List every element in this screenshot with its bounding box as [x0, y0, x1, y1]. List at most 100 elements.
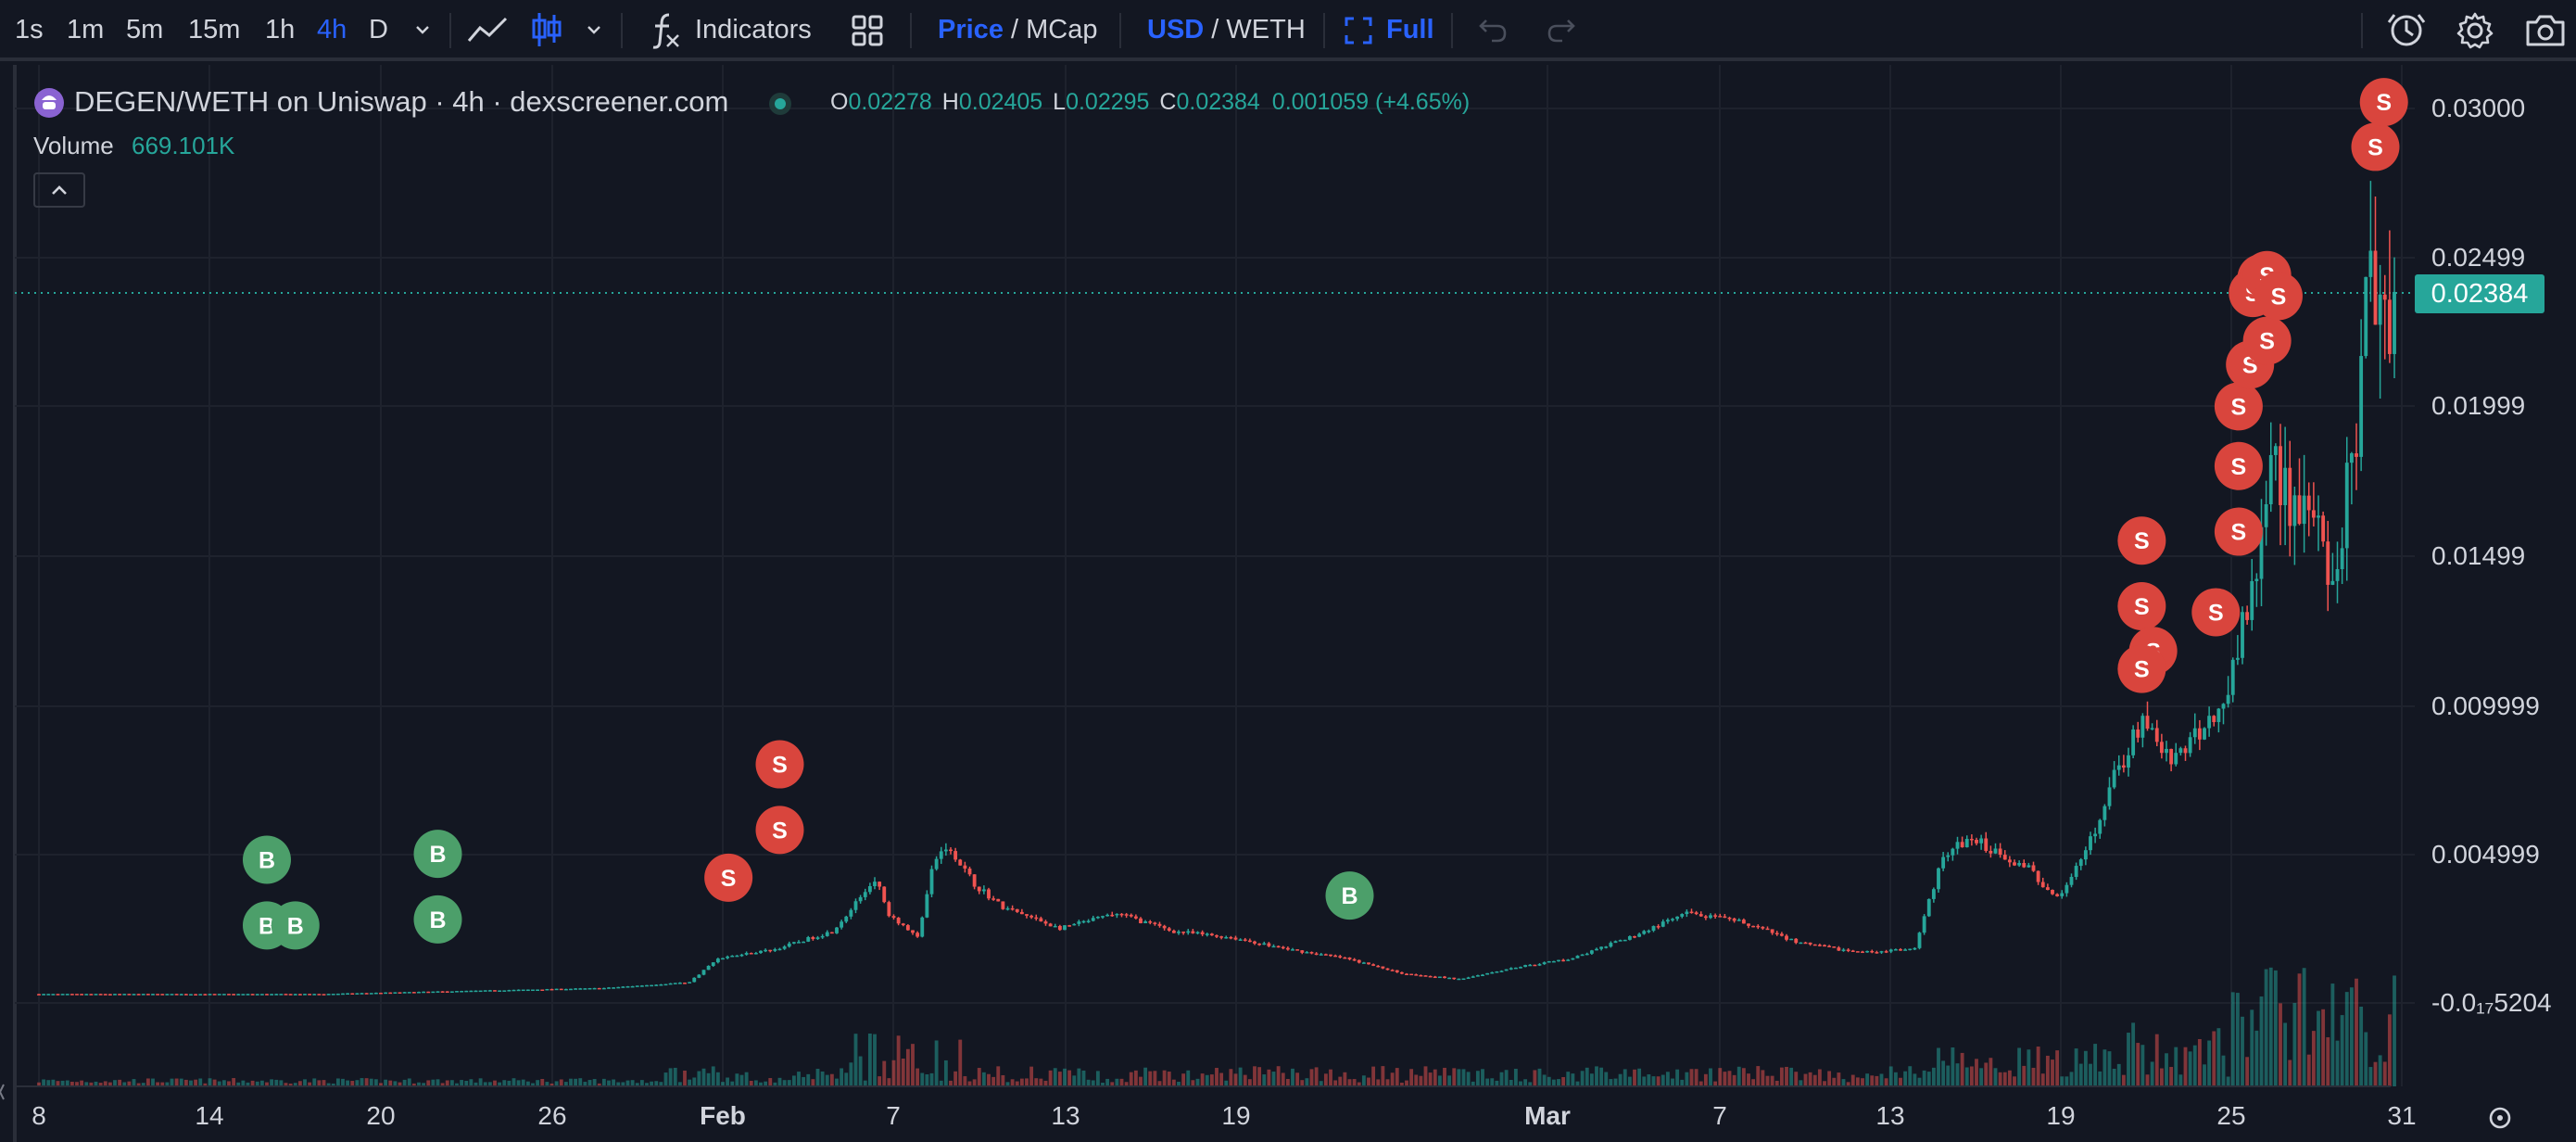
candle-body	[1200, 932, 1205, 934]
sell-marker[interactable]: S	[755, 806, 804, 855]
candle	[559, 988, 563, 991]
candle	[426, 991, 431, 994]
weth-option[interactable]: WETH	[1226, 15, 1306, 44]
buy-marker[interactable]: B	[413, 895, 462, 944]
volume-bar	[2268, 967, 2273, 1086]
candle-body	[2074, 866, 2078, 878]
interval-4h[interactable]: 4h	[317, 15, 347, 44]
sell-marker[interactable]: S	[2117, 516, 2166, 565]
candlestick-series	[37, 181, 2396, 996]
candle	[2107, 777, 2112, 810]
buy-marker[interactable]: B	[413, 830, 462, 879]
candle	[521, 989, 525, 992]
candle-body	[288, 994, 293, 996]
candle	[1338, 955, 1343, 958]
candle	[42, 994, 46, 996]
sell-marker[interactable]: S	[2214, 507, 2263, 556]
candle-body	[1922, 916, 1926, 933]
volume-bar	[1001, 1074, 1005, 1086]
buy-marker[interactable]: B	[1325, 871, 1374, 920]
candle	[1343, 957, 1347, 959]
price-mcap-toggle[interactable]: Price / MCap	[938, 0, 1098, 59]
candle	[735, 955, 739, 958]
candle	[2165, 741, 2168, 762]
interval-15m[interactable]: 15m	[188, 15, 241, 44]
interval-1s[interactable]: 1s	[15, 15, 44, 44]
sell-marker[interactable]: S	[2117, 582, 2166, 631]
candle-body	[2254, 578, 2259, 581]
sell-marker[interactable]: S	[2351, 122, 2400, 171]
sell-marker[interactable]: S	[704, 853, 753, 902]
alert-clock-icon[interactable]	[2387, 11, 2426, 50]
sell-marker[interactable]: S	[2214, 382, 2263, 431]
mcap-option[interactable]: MCap	[1026, 15, 1098, 44]
sell-marker[interactable]: S	[2254, 272, 2303, 321]
toolbar-divider	[621, 13, 623, 48]
chart-type-chevron-down-icon[interactable]	[585, 20, 603, 39]
function-icon[interactable]	[650, 11, 682, 50]
scroll-left-chevron-icon[interactable]	[0, 1084, 5, 1100]
volume-bar	[2221, 1055, 2226, 1086]
candle	[1975, 837, 1978, 845]
candle-body	[1329, 954, 1332, 957]
candle-body	[1081, 920, 1086, 923]
y-tick-label: 0.009999	[2431, 692, 2540, 720]
sell-marker[interactable]: S	[2191, 588, 2241, 637]
volume-bar	[882, 1060, 887, 1086]
settings-gear-icon[interactable]	[2456, 11, 2494, 50]
candle-body	[1931, 889, 1936, 899]
candle	[958, 858, 963, 866]
interval-1m[interactable]: 1m	[67, 15, 105, 44]
layout-grid-icon[interactable]	[851, 14, 884, 47]
candle-body	[487, 990, 492, 992]
candle	[2349, 451, 2354, 505]
interval-d[interactable]: D	[369, 15, 388, 44]
price-chart[interactable]: BBBBBSSSBSSSSSSSSSSSSSSSS	[0, 65, 2576, 1142]
candle	[259, 994, 264, 996]
indicators-button[interactable]: Indicators	[695, 15, 812, 44]
interval-chevron-down-icon[interactable]	[413, 20, 432, 39]
candle-body	[806, 936, 811, 942]
volume-bar	[288, 1083, 293, 1086]
volume-bar	[360, 1078, 364, 1086]
volume-bar	[2245, 1057, 2250, 1086]
fullscreen-icon[interactable]	[1344, 16, 1373, 45]
sell-marker[interactable]: S	[2359, 78, 2408, 127]
volume-bar	[1229, 1069, 1233, 1086]
redo-icon[interactable]	[1546, 17, 1577, 44]
candle	[422, 991, 426, 994]
volume-bar	[2393, 975, 2396, 1086]
sell-marker[interactable]: S	[2214, 441, 2263, 490]
full-button[interactable]: Full	[1386, 15, 1434, 44]
interval-5m[interactable]: 5m	[126, 15, 164, 44]
candle-body	[516, 989, 521, 992]
candle	[563, 988, 568, 991]
sell-marker[interactable]: S	[2117, 644, 2166, 693]
sell-marker[interactable]: S	[2242, 316, 2292, 365]
camera-icon[interactable]	[2524, 13, 2567, 48]
candles-icon[interactable]	[530, 11, 563, 48]
volume-bar	[953, 1071, 958, 1086]
candle-body	[1238, 939, 1243, 941]
collapse-legend-button[interactable]	[33, 172, 85, 208]
volume-bar	[1747, 1073, 1750, 1086]
candle-body	[1837, 947, 1841, 951]
line-chart-icon[interactable]	[465, 13, 510, 48]
usd-option[interactable]: USD	[1147, 15, 1205, 44]
buy-marker[interactable]: B	[243, 835, 291, 884]
candle	[574, 988, 578, 990]
sell-marker[interactable]: S	[755, 740, 804, 789]
undo-icon[interactable]	[1477, 17, 1509, 44]
volume-bar	[2107, 1051, 2112, 1086]
currency-toggle[interactable]: USD / WETH	[1147, 0, 1306, 59]
volume-bar	[270, 1079, 274, 1086]
interval-1h[interactable]: 1h	[265, 15, 296, 44]
marker-circle	[413, 830, 462, 879]
candle-body	[844, 916, 849, 922]
time-axis-settings-icon[interactable]	[2489, 1107, 2511, 1129]
marker-circle	[2254, 272, 2303, 321]
buy-marker[interactable]: B	[271, 901, 320, 950]
price-option[interactable]: Price	[938, 15, 1004, 44]
volume-bar	[668, 1068, 673, 1086]
candle	[1457, 978, 1461, 981]
